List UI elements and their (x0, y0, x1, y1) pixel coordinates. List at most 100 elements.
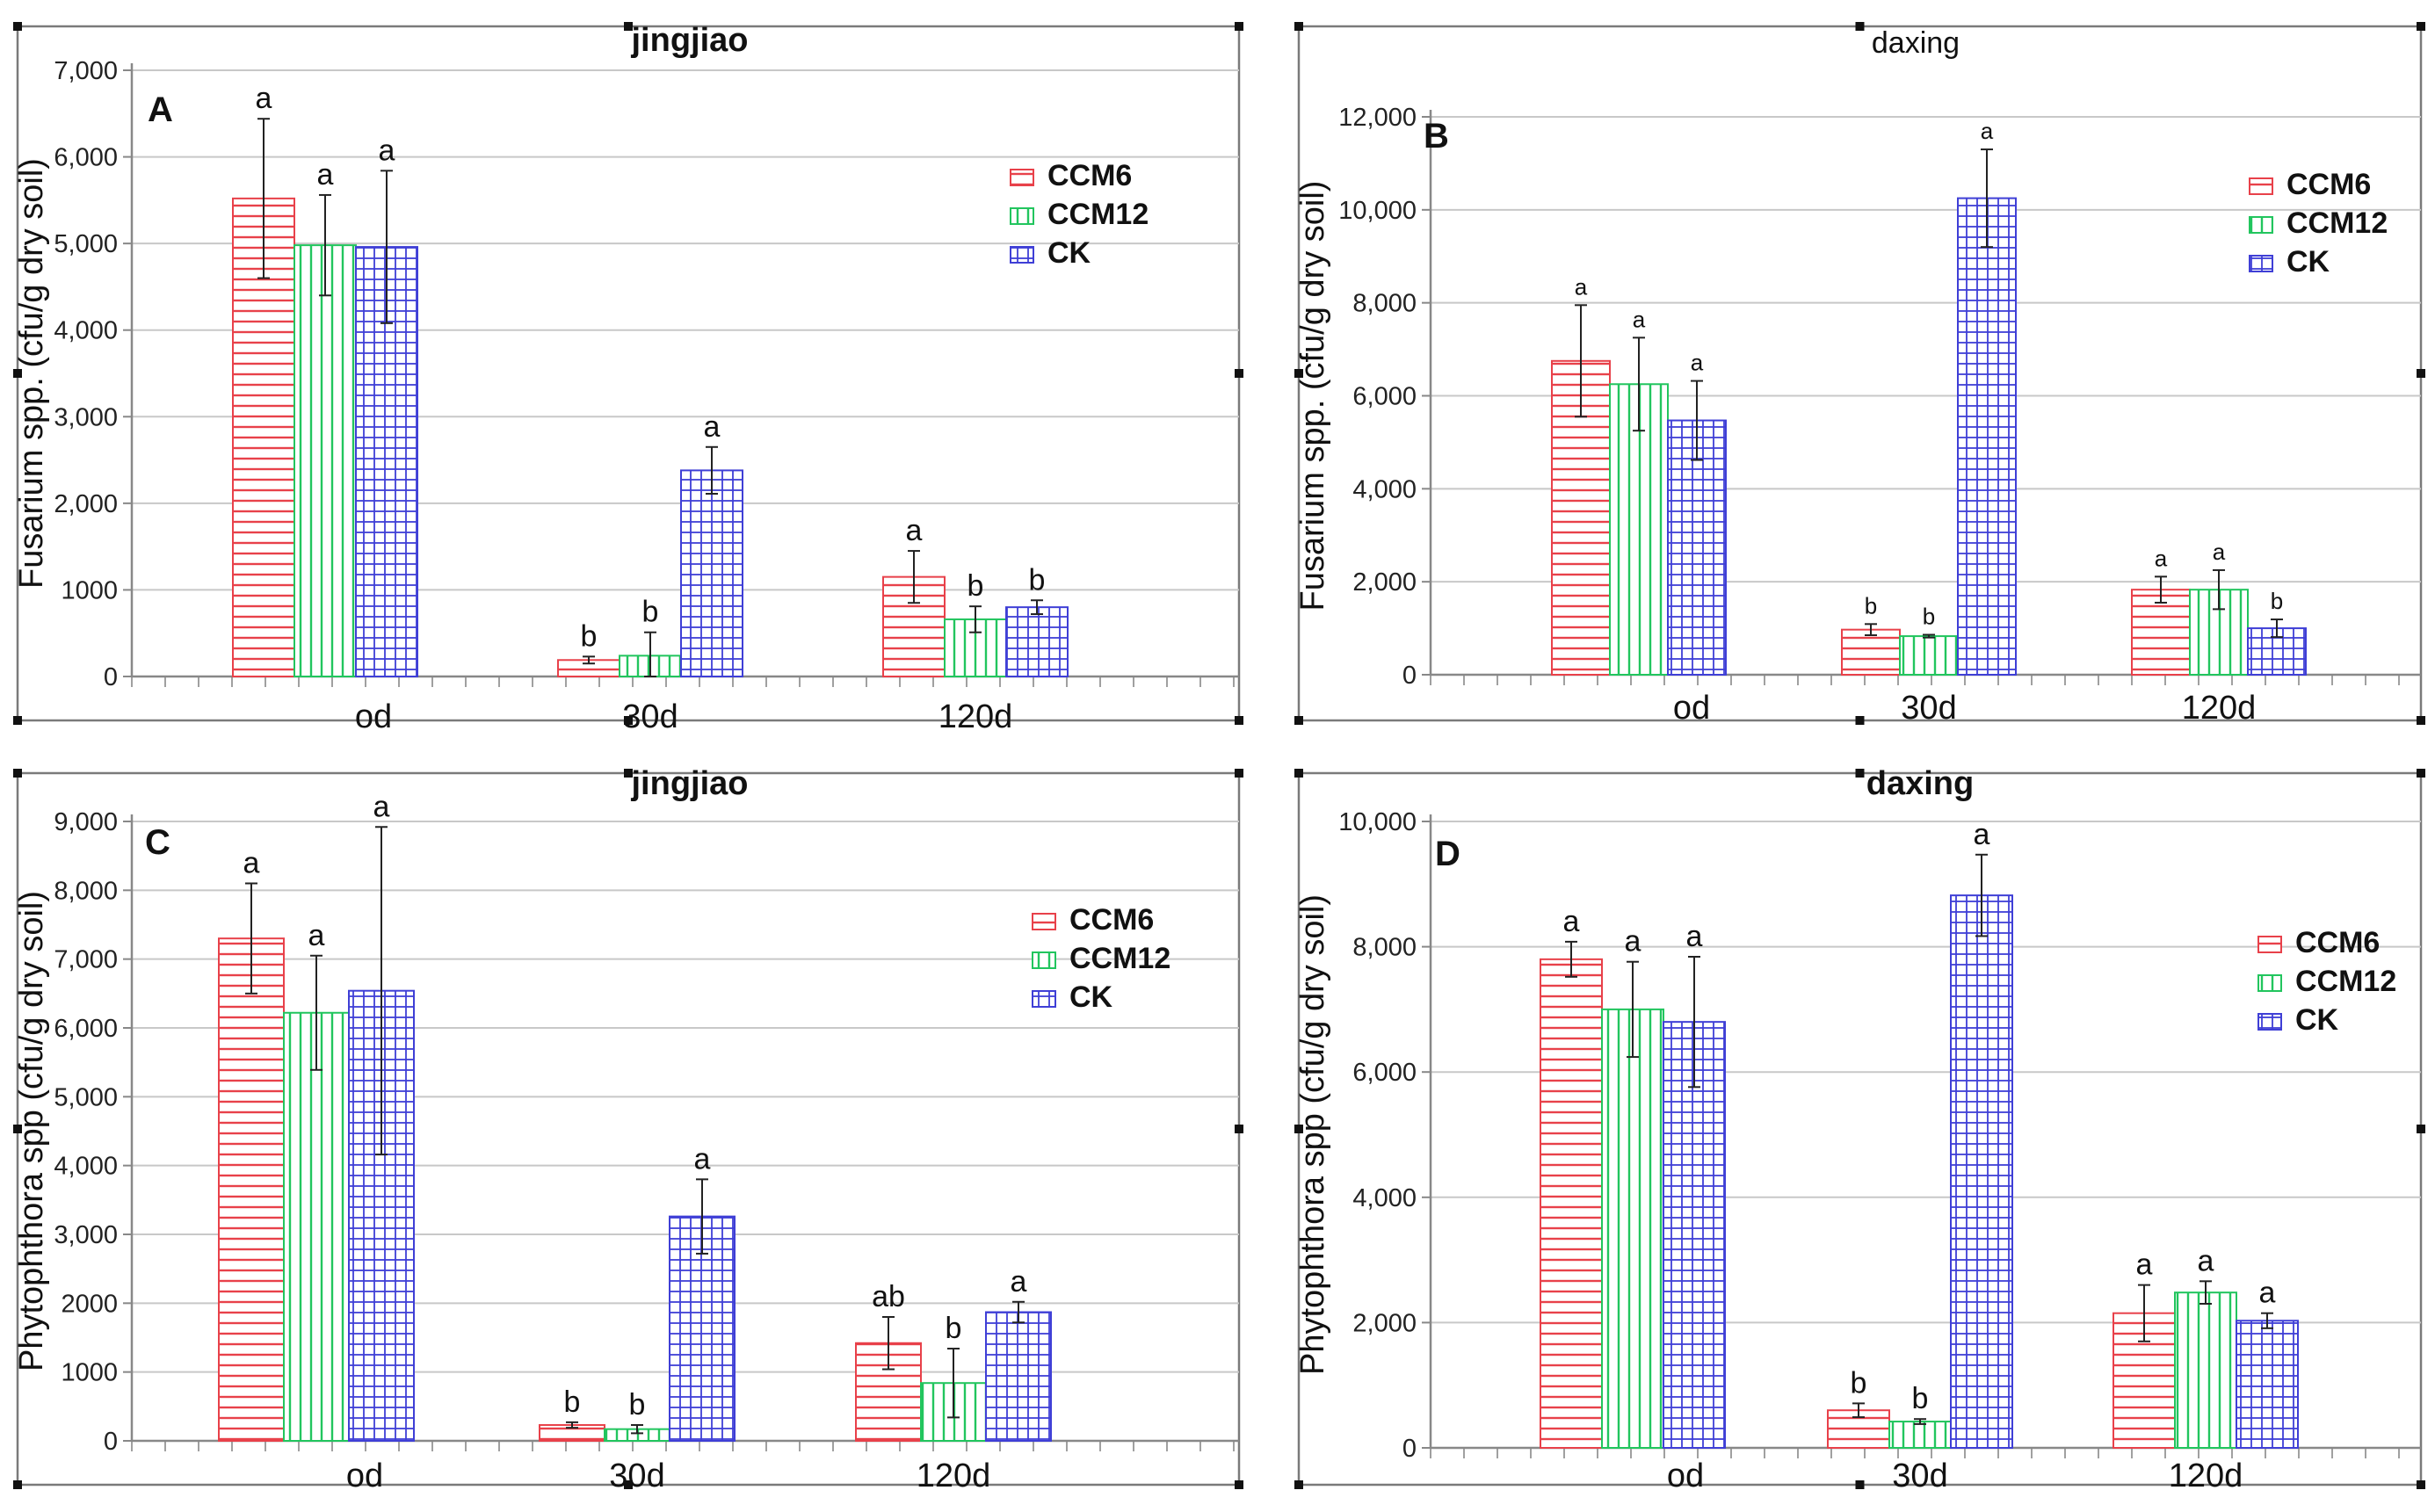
bar-CCM6-od (1540, 958, 1603, 1449)
legend-swatch-CK (2257, 1013, 2282, 1031)
panel-frame (16, 771, 1241, 1487)
panel-letter: A (148, 90, 173, 129)
legend-swatch-CCM12 (2257, 974, 2282, 992)
bar-CCM12-120d (2174, 1291, 2237, 1450)
legend-label-CCM6: CCM6 (1047, 159, 1132, 192)
y-tick-label: 2,000 (54, 490, 118, 518)
bar-CK-30d (680, 469, 743, 678)
legend-swatch-CCM12 (1032, 951, 1056, 969)
significance-label: a (694, 1142, 711, 1176)
frame-handle (13, 1125, 22, 1133)
significance-label: a (243, 847, 260, 880)
frame-handle (624, 769, 633, 778)
significance-label: a (1625, 925, 1641, 959)
legend-label-CCM6: CCM6 (2286, 168, 2371, 201)
significance-label: b (2271, 588, 2283, 614)
legend-swatch-CCM12 (1010, 207, 1034, 225)
panel-letter: B (1424, 117, 1449, 156)
legend-swatch-CCM6 (2257, 936, 2282, 953)
panel-letter: C (145, 823, 170, 862)
x-tick-label: od (1667, 1458, 1704, 1494)
significance-label: a (1575, 273, 1588, 300)
frame-handle (1294, 1480, 1303, 1489)
frame-handle (624, 22, 633, 31)
bar-CCM6-30d (1841, 628, 1901, 676)
y-tick-label: 1000 (61, 1359, 118, 1387)
frame-handle (1235, 369, 1243, 378)
significance-label: a (256, 82, 272, 115)
bar-CCM12-30d (1888, 1421, 1952, 1449)
legend-label-CK: CK (2286, 245, 2330, 279)
significance-label: a (1633, 306, 1646, 332)
x-tick-label: 30d (609, 1458, 664, 1494)
frame-handle (2417, 1125, 2425, 1133)
significance-label: b (629, 1388, 646, 1422)
bar-CK-30d (1950, 894, 2013, 1449)
frame-handle (1294, 1125, 1303, 1133)
chart-panel-B: 0 2,000 4,000 6,000 8,000 10,000 12,000 Fusariu… (1294, 22, 2425, 727)
y-tick-label: 0 (104, 1428, 118, 1456)
frame-handle (13, 716, 22, 725)
significance-label: b (581, 619, 598, 653)
chart-title: jingjiao (631, 22, 749, 59)
significance-label: a (1563, 905, 1580, 938)
bar-CK-120d (1005, 606, 1069, 678)
significance-label: b (1912, 1382, 1929, 1415)
y-tick-label: 5,000 (54, 1083, 118, 1111)
bar-CCM12-30d (1899, 635, 1959, 676)
legend-label-CCM12: CCM12 (2286, 206, 2388, 240)
frame-handle (13, 769, 22, 778)
y-tick-label: 6,000 (54, 144, 118, 172)
bar-CK-od (1667, 419, 1727, 676)
frame-handle (2417, 716, 2425, 725)
y-tick-label: 4,000 (1352, 1184, 1417, 1212)
significance-label: a (379, 134, 395, 167)
bar-CK-120d (985, 1311, 1052, 1443)
chart-title: daxing (1872, 26, 1960, 60)
y-tick-label: 6,000 (1352, 383, 1417, 411)
chart-title: jingjiao (631, 765, 749, 802)
frame-handle (2417, 769, 2425, 778)
significance-label: b (946, 1312, 962, 1345)
significance-label: a (308, 919, 325, 952)
significance-label: a (2155, 545, 2168, 571)
frame-handle (13, 369, 22, 378)
frame-handle (1235, 1125, 1243, 1133)
y-tick-label: 10,000 (1338, 808, 1417, 836)
frame-handle (2417, 22, 2425, 31)
bar-CCM6-od (218, 937, 285, 1442)
frame-handle (1855, 22, 1865, 31)
frame-handle (1235, 22, 1243, 31)
frame-handle (1235, 1480, 1243, 1489)
y-tick-label: 2,000 (1352, 568, 1417, 597)
y-tick-label: 4,000 (1352, 475, 1417, 503)
frame-handle (624, 1480, 633, 1489)
bar-CCM12-od (1609, 383, 1669, 676)
x-tick-label: 30d (1901, 690, 1956, 727)
legend-swatch-CCM12 (2249, 216, 2273, 234)
x-tick-label: 120d (938, 698, 1013, 735)
y-tick-label: 4,000 (54, 1153, 118, 1181)
frame-handle (2417, 1480, 2425, 1489)
frame-handle (1235, 716, 1243, 725)
y-tick-label: 3,000 (54, 1221, 118, 1249)
frame-handle (1294, 769, 1303, 778)
y-tick-label: 4,000 (54, 317, 118, 345)
legend-label-CCM12: CCM12 (2295, 965, 2396, 998)
legend-swatch-CK (1010, 246, 1034, 264)
y-axis-label: Phytophthora spp (cfu/g dry soil) (1294, 894, 1331, 1375)
bar-CK-120d (2236, 1320, 2299, 1449)
legend-swatch-CK (1032, 990, 1056, 1008)
frame-handle (2417, 369, 2425, 378)
y-tick-label: 8,000 (1352, 290, 1417, 318)
frame-handle (1855, 769, 1865, 778)
significance-label: a (1981, 118, 1994, 144)
significance-label: a (373, 790, 390, 823)
bar-CK-30d (1957, 197, 2017, 676)
x-tick-label: 120d (2182, 690, 2257, 727)
frame-handle (13, 22, 22, 31)
significance-label: a (704, 410, 721, 444)
frame-handle (1294, 716, 1303, 725)
legend-swatch-CK (2249, 255, 2273, 272)
